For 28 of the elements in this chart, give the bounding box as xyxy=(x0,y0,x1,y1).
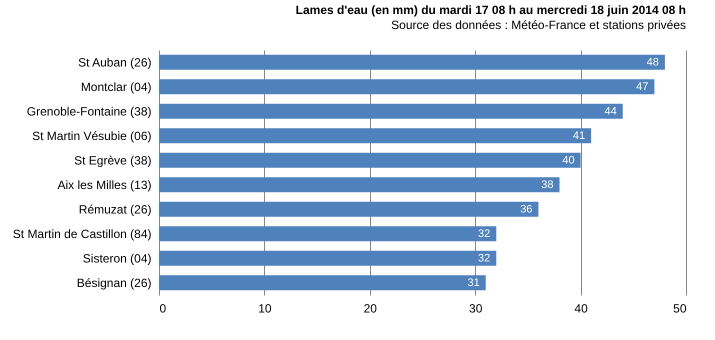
x-tick-label: 50 xyxy=(673,302,687,316)
y-tick-label: St Martin Vésubie (06) xyxy=(32,128,152,143)
data-label: 38 xyxy=(541,178,554,191)
data-label: 47 xyxy=(636,80,648,93)
data-label: 31 xyxy=(467,276,480,289)
y-tick-label: Aix les Milles (13) xyxy=(57,178,152,192)
y-tick-label: St Martin de Castillon (84) xyxy=(12,226,152,241)
data-label: 40 xyxy=(562,154,575,166)
x-tick-label: 10 xyxy=(258,302,272,316)
x-tick-label: 0 xyxy=(160,302,166,316)
data-label: 41 xyxy=(572,130,586,142)
y-tick-label: Montclar (04) xyxy=(80,80,152,94)
x-tick-label: 20 xyxy=(364,302,378,316)
y-tick-label: Grenoble-Fontaine (38) xyxy=(26,104,152,118)
y-tick-label: Bésignan (26) xyxy=(76,276,152,290)
x-tick-label: 30 xyxy=(469,302,483,316)
chart-subtitle: Source des données : Météo-France et stations privées xyxy=(391,18,686,32)
y-tick-label: Rémuzat (26) xyxy=(78,202,152,216)
chart-title: Lames d'eau (en mm) du mardi 17 08 h au mercredi 18 juin 2014 08 h xyxy=(296,3,686,17)
data-label: 48 xyxy=(646,56,659,68)
y-tick-label: Sisteron (04) xyxy=(82,251,152,266)
data-label: 32 xyxy=(478,228,490,240)
y-tick-label: St Auban (26) xyxy=(78,55,152,70)
data-label: 36 xyxy=(520,203,532,216)
data-label: 44 xyxy=(604,105,617,118)
data-label: 32 xyxy=(478,252,490,264)
x-tick-label: 40 xyxy=(574,302,588,316)
y-tick-label: St Egrève (38) xyxy=(74,153,152,168)
